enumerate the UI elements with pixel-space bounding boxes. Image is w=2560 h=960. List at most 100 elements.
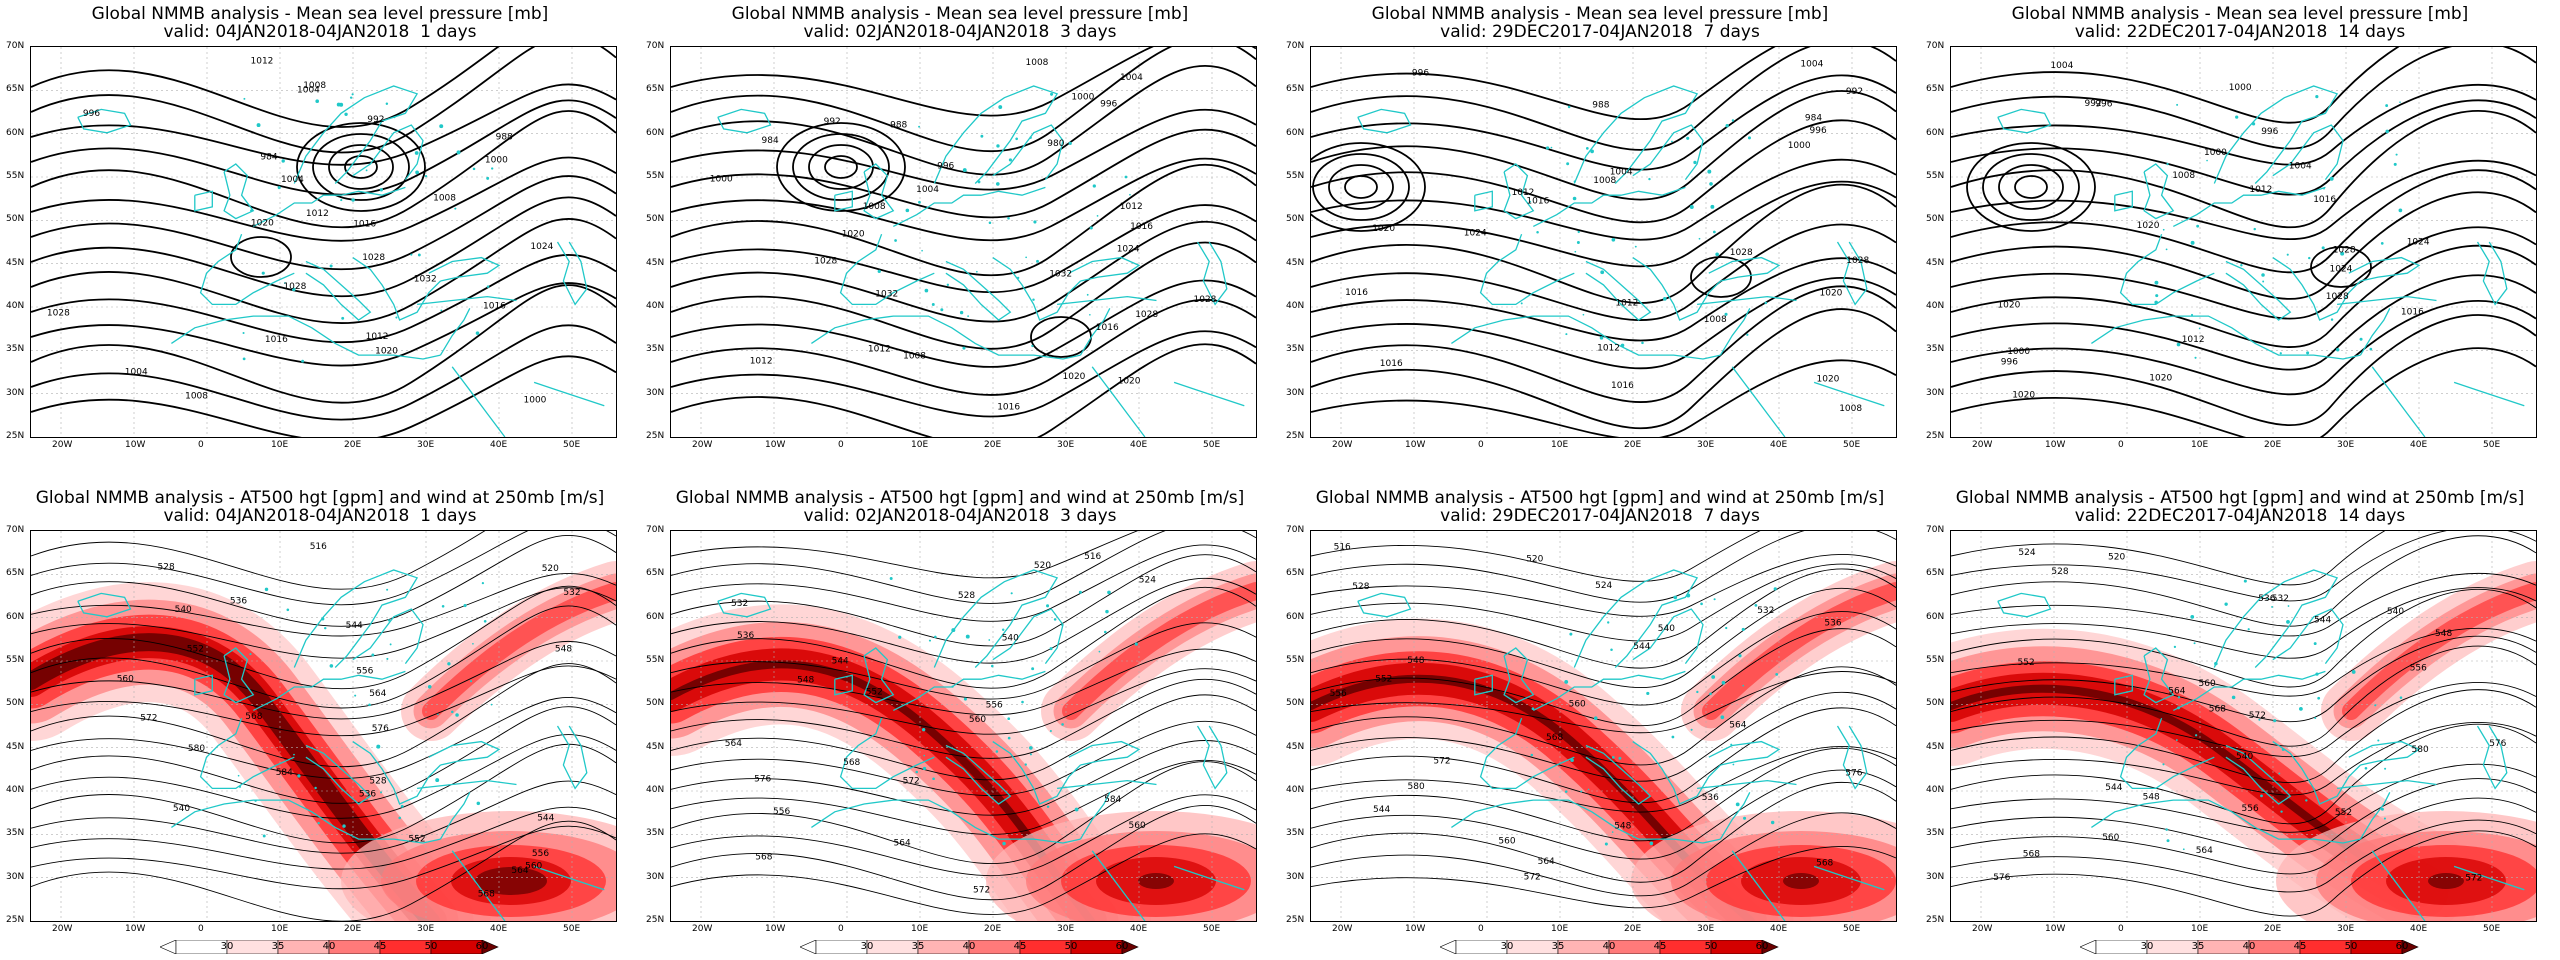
lon-tick-label: 50E: [1843, 924, 1861, 934]
lon-tick-label: 50E: [1203, 924, 1221, 934]
contour-label: 996: [1412, 68, 1429, 78]
colorbar-tick-label: 30: [860, 941, 874, 952]
lat-tick-label: 70N: [6, 41, 25, 51]
contour-label: 564: [511, 866, 528, 876]
contour-label: 1004: [2050, 61, 2073, 71]
at500-wind-panel: Global NMMB analysis - AT500 hgt [gpm] a…: [1280, 484, 1920, 960]
contour-label: 568: [478, 889, 495, 899]
contour-label: 564: [725, 739, 742, 749]
lon-tick-label: 10E: [2191, 924, 2209, 934]
contour-label: 1012: [1615, 299, 1638, 309]
contour-lines: [1311, 531, 1896, 909]
contour-label: 1012: [1120, 202, 1143, 212]
lon-tick-label: 0: [2118, 440, 2124, 450]
contour-label: 564: [2168, 686, 2185, 696]
lat-tick-label: 40N: [1286, 301, 1305, 311]
lat-tick-label: 70N: [6, 525, 25, 535]
lon-tick-label: 20E: [1624, 440, 1642, 450]
contour-label: 1028: [814, 256, 837, 266]
lon-tick-label: 20E: [1624, 924, 1642, 934]
lat-tick-label: 55N: [1286, 655, 1305, 665]
lon-tick-label: 10E: [911, 924, 929, 934]
lon-tick-label: 20E: [984, 924, 1002, 934]
lat-tick-label: 30N: [6, 871, 25, 882]
contour-label: 1000: [485, 155, 508, 165]
coastlines: [1997, 569, 2525, 921]
contour-label: 548: [1407, 656, 1424, 666]
lat-tick-label: 45N: [1926, 741, 1945, 752]
lat-tick-label: 55N: [646, 655, 665, 665]
panel-title-line2: valid: 02JAN2018-04JAN2018 3 days: [803, 22, 1117, 42]
lat-tick-label: 45N: [6, 257, 25, 268]
lon-tick-label: 30E: [2337, 924, 2355, 934]
contour-label: 992: [824, 117, 841, 127]
contour-label: 516: [1084, 552, 1101, 562]
contour-label: 980: [1047, 139, 1064, 149]
contour-label: 992: [2085, 99, 2102, 109]
lon-tick-label: 50E: [563, 924, 581, 934]
map-svg: 5165205285325365405445485525565605645685…: [31, 531, 616, 921]
contour-label: 548: [555, 645, 572, 655]
colorbar-tick-label: 60: [1755, 941, 1769, 952]
contour-label: 1028: [47, 308, 70, 318]
map-plot: 1004 1000 996 992 996 1000 1004 1008 1012 1016 102…: [1950, 46, 2537, 438]
contour-label: 1016: [483, 301, 506, 311]
contour-label: 544: [346, 621, 363, 631]
panel-title-line1: Global NMMB analysis - AT500 hgt [gpm] a…: [1955, 488, 2525, 508]
contour-label: 524: [1139, 576, 1156, 586]
coastlines: [77, 85, 605, 437]
colorbar-tick-label: 40: [322, 941, 336, 952]
lon-tick-label: 20W: [1972, 924, 1993, 934]
contour-label: 1000: [524, 395, 547, 405]
contour-label: 1004: [297, 85, 320, 95]
contour-label: 1024: [2407, 237, 2430, 247]
contour-label: 1000: [1071, 93, 1094, 103]
lon-tick-label: 50E: [2483, 440, 2501, 450]
contour-label: 568: [1816, 859, 1833, 869]
lon-tick-label: 10E: [271, 440, 289, 450]
coastlines: [1357, 85, 1885, 437]
colorbar-tick-label: 40: [2242, 941, 2256, 952]
lat-tick-label: 25N: [1926, 431, 1945, 441]
contour-label: 1032: [1049, 270, 1072, 280]
contour-label: 1020: [1820, 288, 1843, 298]
contour-label: 996: [2095, 100, 2112, 110]
lat-tick-label: 70N: [1286, 525, 1305, 535]
wind-colorbar: [800, 940, 1139, 954]
contour-label: 1000: [1788, 141, 1811, 151]
contour-label: 536: [2258, 594, 2275, 604]
lat-tick-label: 25N: [646, 915, 665, 925]
lon-tick-label: 30E: [1057, 440, 1075, 450]
contour-label: 528: [158, 563, 175, 573]
contour-label: 1012: [366, 332, 389, 342]
lon-tick-label: 10W: [765, 440, 786, 450]
colorbar-tick-label: 50: [2344, 941, 2358, 952]
contour-label: 1020: [842, 229, 865, 239]
contour-label: 1004: [1800, 60, 1823, 70]
contour-label: 1016: [1611, 381, 1634, 391]
lat-tick-label: 65N: [6, 84, 25, 95]
contour-label: 1020: [1997, 301, 2020, 311]
contour-label: 544: [537, 814, 554, 824]
wind-shading: [1951, 561, 2536, 921]
contour-label: 1020: [251, 219, 274, 229]
lat-tick-label: 50N: [6, 214, 25, 225]
contour-label: 564: [1538, 857, 1555, 867]
contour-label: 564: [894, 839, 911, 849]
contour-label: 1020: [1118, 376, 1141, 386]
lat-tick-label: 70N: [1926, 41, 1945, 51]
panel-title-line2: valid: 22DEC2017-04JAN2018 14 days: [2074, 506, 2406, 526]
contour-label: 1024: [2330, 264, 2353, 274]
lat-tick-label: 65N: [1286, 568, 1305, 579]
lon-tick-label: 0: [198, 924, 204, 934]
contour-label: 1016: [997, 403, 1020, 413]
at500-wind-panel: Global NMMB analysis - AT500 hgt [gpm] a…: [640, 484, 1280, 960]
map-plot: 1012 1008 1004 996 992 988 984 1000 1004 1008 1012…: [30, 46, 617, 438]
contour-label: 568: [755, 853, 772, 863]
lon-tick-label: 10W: [765, 924, 786, 934]
contour-label: 516: [310, 542, 327, 552]
contour-lines: [31, 47, 616, 437]
lat-tick-label: 50N: [1286, 214, 1305, 225]
lon-tick-label: 20W: [1332, 924, 1353, 934]
colorbar-tick-label: 45: [1653, 941, 1667, 952]
